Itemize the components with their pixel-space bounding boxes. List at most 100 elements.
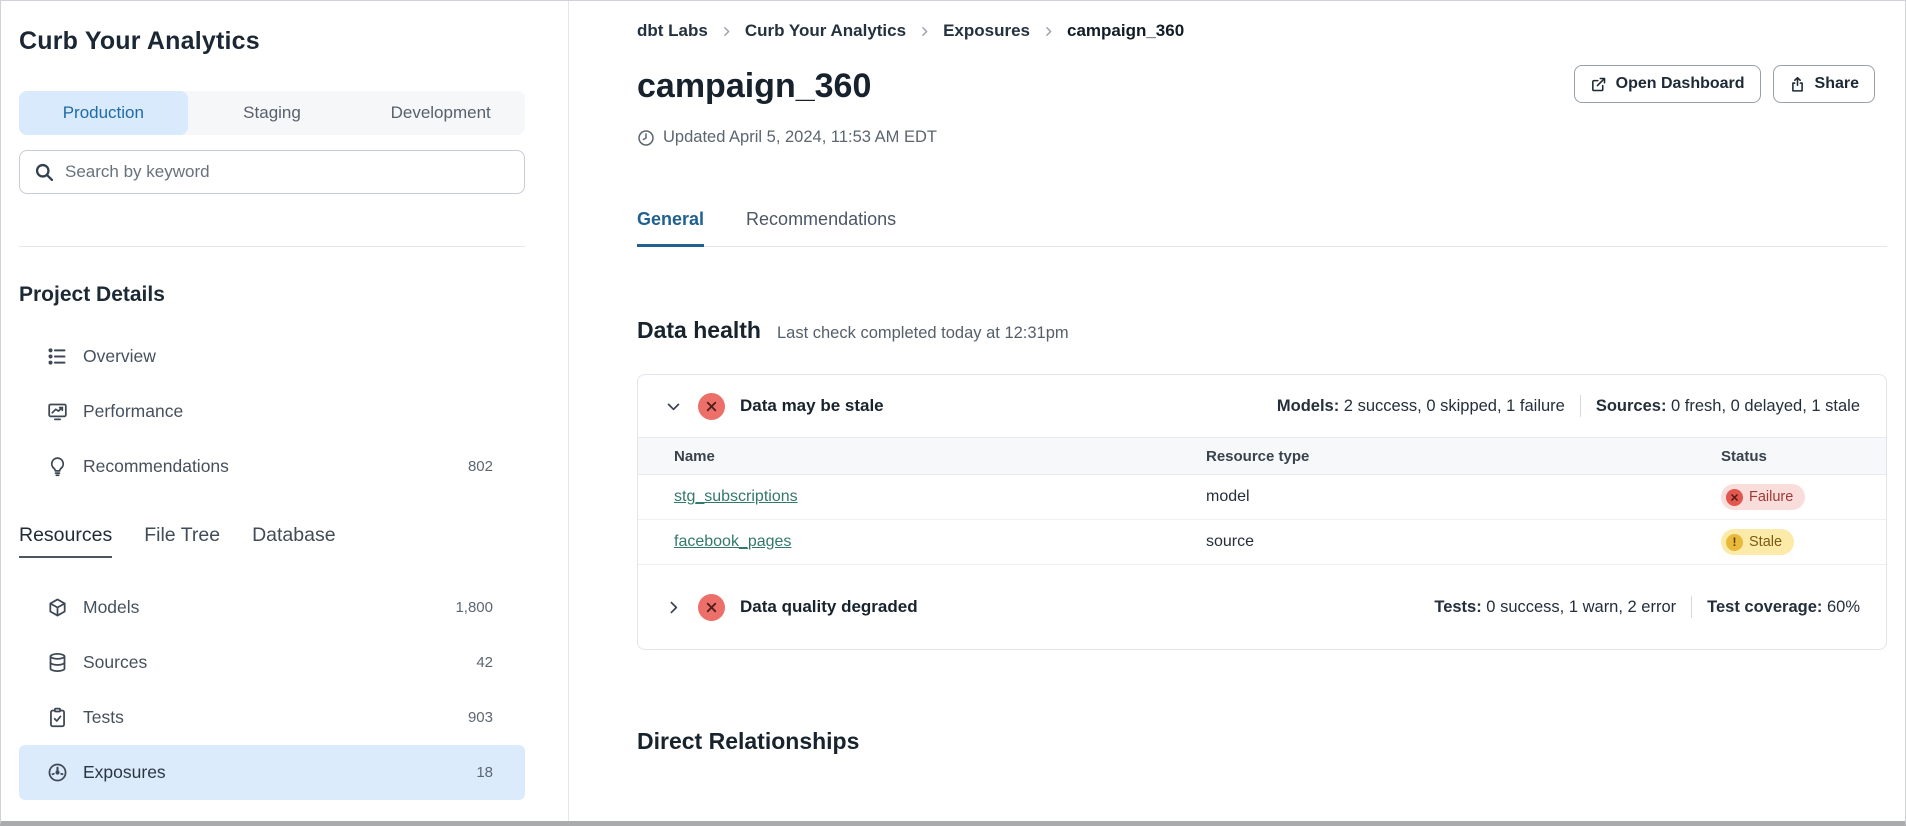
data-health-card: Data may be stale Models: 2 success, 0 s… [637,374,1887,650]
sidebar-item-count: 802 [467,458,493,475]
stale-section-stats: Models: 2 success, 0 skipped, 1 failure … [1277,395,1860,417]
breadcrumb-exposures[interactable]: Exposures [943,21,1030,40]
direct-relationships-heading: Direct Relationships [637,728,860,754]
environment-switcher: Production Staging Development [19,91,525,135]
status-badge-failure: Failure [1721,484,1806,510]
list-icon [47,346,68,367]
project-details-nav: Overview Performance Recommendations 802 [19,329,525,494]
detail-tabs: General Recommendations [637,209,1887,247]
main-content: dbt Labs Curb Your Analytics Exposures c… [569,1,1905,821]
sidebar-item-count: 1,800 [455,599,493,616]
stale-section-header[interactable]: Data may be stale Models: 2 success, 0 s… [638,375,1886,437]
status-badge-stale: ! Stale [1721,529,1795,555]
clock-icon [637,129,655,147]
breadcrumb-current: campaign_360 [1067,21,1185,40]
search-input[interactable] [65,162,510,182]
share-icon [1789,76,1806,93]
sidebar-item-label: Exposures [83,762,166,782]
share-button[interactable]: Share [1772,65,1875,103]
sidebar-item-count: 18 [476,764,493,781]
quality-section-header[interactable]: Data quality degraded Tests: 0 success, … [638,565,1886,649]
breadcrumb-project[interactable]: Curb Your Analytics [744,21,907,40]
gauge-icon [47,762,68,783]
sidebar-item-tests[interactable]: Tests 903 [19,690,525,745]
resource-link-stg-subscriptions[interactable]: stg_subscriptions [674,488,798,505]
sidebar-item-label: Overview [83,346,156,366]
last-updated-text: Updated April 5, 2024, 11:53 AM EDT [663,128,937,146]
chevron-right-icon [1042,25,1055,38]
sidebar-item-label: Models [83,597,140,617]
env-tab-production[interactable]: Production [19,91,188,135]
sidebar-item-models[interactable]: Models 1,800 [19,580,525,635]
resources-nav: Models 1,800 Sources 42 Tests 903 Exposu… [19,580,525,800]
share-label: Share [1814,75,1859,92]
resource-type-cell: model [1206,488,1250,505]
coverage-stats: Test coverage: 60% [1707,597,1860,616]
tab-resources[interactable]: Resources [19,524,113,558]
resource-view-tabs: Resources File Tree Database [19,524,525,558]
table-row: stg_subscriptions model Failure [638,475,1886,520]
env-tab-development[interactable]: Development [390,103,491,122]
tests-stats: Tests: 0 success, 1 warn, 2 error [1434,597,1677,616]
quality-section-stats: Tests: 0 success, 1 warn, 2 error Test c… [1434,596,1860,618]
col-header-resource-type: Resource type [1206,447,1310,465]
last-updated: Updated April 5, 2024, 11:53 AM EDT [637,128,1887,147]
chevron-right-icon[interactable] [662,599,684,616]
error-x-circle-icon [698,392,725,420]
sidebar-item-label: Recommendations [83,456,229,476]
tab-general[interactable]: General [637,209,705,247]
sidebar-item-label: Sources [83,652,148,672]
breadcrumb: dbt Labs Curb Your Analytics Exposures c… [637,21,1887,41]
last-check-text: Last check completed today at 12:31pm [776,324,1069,342]
open-dashboard-label: Open Dashboard [1615,75,1745,92]
env-tab-staging[interactable]: Staging [243,103,301,122]
sidebar-item-label: Tests [83,707,124,727]
breadcrumb-account[interactable]: dbt Labs [637,21,708,40]
header-actions: Open Dashboard Share [1573,65,1875,103]
project-name-title: Curb Your Analytics [19,27,260,55]
resource-type-cell: source [1206,533,1255,550]
resource-link-facebook-pages[interactable]: facebook_pages [674,533,792,550]
page-title: campaign_360 [637,67,872,105]
lightbulb-icon [47,456,68,477]
page-header: dbt Labs Curb Your Analytics Exposures c… [637,21,1887,147]
col-header-status: Status [1721,447,1767,465]
chevron-down-icon[interactable] [662,398,684,415]
health-table-header: Name Resource type Status [638,437,1886,475]
sidebar-item-performance[interactable]: Performance [19,384,525,439]
search-icon [34,162,55,183]
sidebar-item-count: 42 [476,654,493,671]
chevron-right-icon [918,25,931,38]
project-details-heading: Project Details [19,283,165,306]
external-link-icon [1590,76,1607,93]
col-header-name: Name [674,447,715,465]
tab-file-tree[interactable]: File Tree [144,524,221,546]
stats-divider [1579,395,1581,417]
tab-database[interactable]: Database [252,524,336,546]
performance-chart-icon [47,401,68,422]
error-x-circle-icon [698,593,725,621]
sidebar-item-count: 903 [467,709,493,726]
chevron-right-icon [720,25,733,38]
open-dashboard-button[interactable]: Open Dashboard [1573,65,1761,103]
sidebar-search[interactable] [19,150,525,194]
exclamation-circle-icon: ! [1726,533,1743,551]
clipboard-check-icon [47,707,68,728]
stale-section-title: Data may be stale [740,396,884,415]
sidebar-item-recommendations[interactable]: Recommendations 802 [19,439,525,494]
sidebar-item-overview[interactable]: Overview [19,329,525,384]
data-health-heading: Data health [637,317,761,343]
tab-recommendations[interactable]: Recommendations [746,209,897,229]
cube-icon [47,597,68,618]
data-health-header: Data health Last check completed today a… [637,317,1887,344]
sidebar-item-sources[interactable]: Sources 42 [19,635,525,690]
sidebar-item-label: Performance [83,401,184,421]
quality-section-title: Data quality degraded [740,597,918,616]
sources-stats: Sources: 0 fresh, 0 delayed, 1 stale [1595,396,1860,415]
sidebar-item-exposures[interactable]: Exposures 18 [19,745,525,800]
table-row: facebook_pages source ! Stale [638,520,1886,565]
sidebar: Curb Your Analytics Production Staging D… [1,1,569,821]
models-stats: Models: 2 success, 0 skipped, 1 failure [1276,396,1565,415]
stats-divider [1691,596,1693,618]
database-icon [47,652,68,673]
